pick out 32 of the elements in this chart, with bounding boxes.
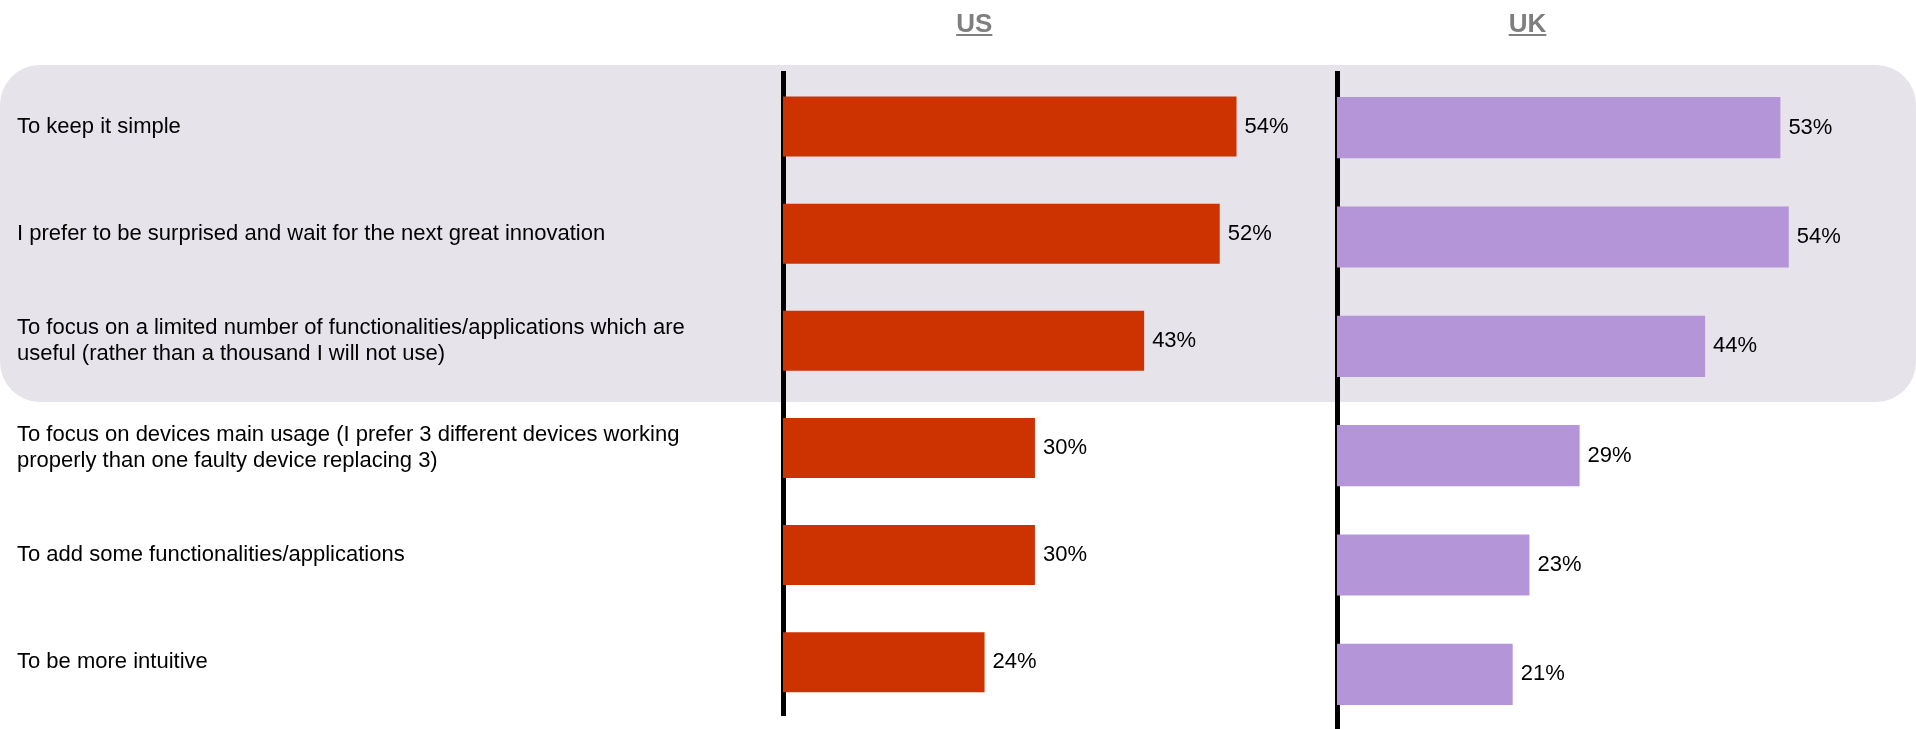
bar <box>1337 643 1513 705</box>
data-label: 30% <box>1042 541 1087 567</box>
data-label: 43% <box>1152 326 1197 352</box>
data-label: 23% <box>1537 551 1582 577</box>
bar <box>1337 425 1580 487</box>
data-label: 52% <box>1227 219 1272 245</box>
bar <box>783 96 1237 157</box>
data-label: 54% <box>1796 223 1841 249</box>
y-tick-label: To be more intuitive <box>17 648 208 674</box>
bar <box>783 417 1035 478</box>
data-label: 53% <box>1788 113 1833 139</box>
y-tick-label: To add some functionalities/applications <box>17 541 405 567</box>
y-tick-label: I prefer to be surprised and wait for the next great innovation <box>17 219 606 245</box>
bar <box>783 203 1220 264</box>
data-label: 54% <box>1244 112 1289 138</box>
bar <box>1337 315 1706 377</box>
bar <box>783 632 985 693</box>
bar <box>1337 534 1530 596</box>
y-tick-label: To keep it simple <box>17 112 181 138</box>
bar <box>1337 206 1789 268</box>
bar <box>783 310 1145 371</box>
y-tick-label: To focus on a limited number of functionalities/applications which are useful (rather than a thousand I will not use) <box>17 313 685 366</box>
chart-title: UK <box>1508 8 1547 39</box>
bar <box>1337 97 1781 159</box>
y-tick-label: To focus on devices main usage (I prefer 3 different devices working properly than one faulty device replacing 3) <box>17 420 680 473</box>
data-label: 29% <box>1587 441 1632 467</box>
data-label: 30% <box>1042 434 1087 460</box>
data-label: 21% <box>1520 660 1565 686</box>
data-label: 24% <box>992 648 1037 674</box>
bar <box>783 525 1035 586</box>
chart-title: US <box>956 8 993 39</box>
data-label: 44% <box>1713 332 1758 358</box>
